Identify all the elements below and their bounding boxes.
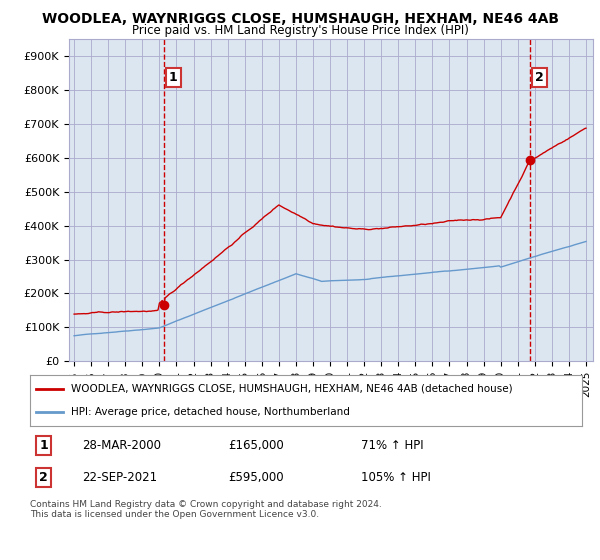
Text: 1: 1 bbox=[169, 71, 178, 85]
Text: 1: 1 bbox=[40, 439, 48, 452]
Text: 28-MAR-2000: 28-MAR-2000 bbox=[82, 439, 161, 452]
Text: 105% ↑ HPI: 105% ↑ HPI bbox=[361, 471, 431, 484]
Text: £165,000: £165,000 bbox=[229, 439, 284, 452]
Text: Contains HM Land Registry data © Crown copyright and database right 2024.
This d: Contains HM Land Registry data © Crown c… bbox=[30, 500, 382, 519]
Text: 2: 2 bbox=[535, 71, 544, 85]
Text: WOODLEA, WAYNRIGGS CLOSE, HUMSHAUGH, HEXHAM, NE46 4AB (detached house): WOODLEA, WAYNRIGGS CLOSE, HUMSHAUGH, HEX… bbox=[71, 384, 513, 394]
Text: Price paid vs. HM Land Registry's House Price Index (HPI): Price paid vs. HM Land Registry's House … bbox=[131, 24, 469, 36]
Text: 71% ↑ HPI: 71% ↑ HPI bbox=[361, 439, 424, 452]
Text: £595,000: £595,000 bbox=[229, 471, 284, 484]
Text: WOODLEA, WAYNRIGGS CLOSE, HUMSHAUGH, HEXHAM, NE46 4AB: WOODLEA, WAYNRIGGS CLOSE, HUMSHAUGH, HEX… bbox=[41, 12, 559, 26]
Text: 22-SEP-2021: 22-SEP-2021 bbox=[82, 471, 158, 484]
Text: HPI: Average price, detached house, Northumberland: HPI: Average price, detached house, Nort… bbox=[71, 407, 350, 417]
Text: 2: 2 bbox=[40, 471, 48, 484]
